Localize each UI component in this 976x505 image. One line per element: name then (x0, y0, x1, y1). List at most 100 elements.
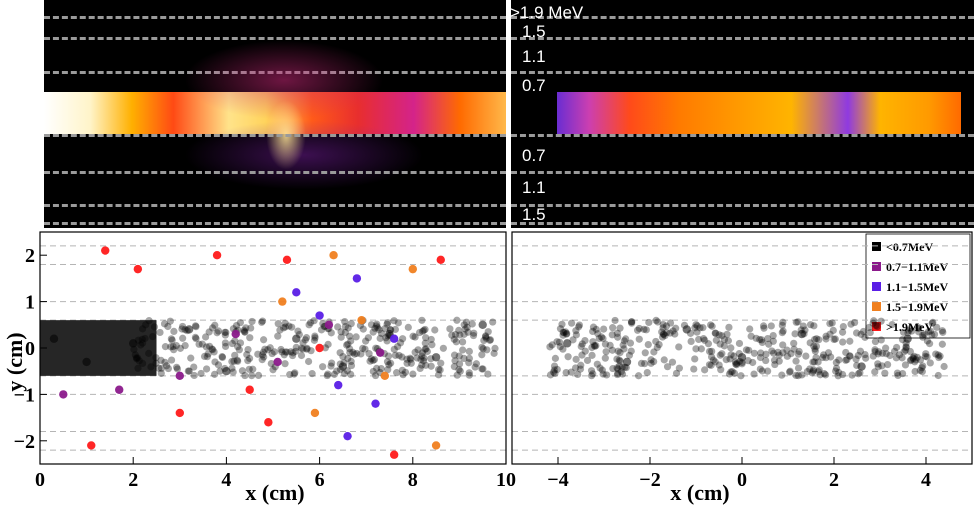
legend: <0.7MeV 0.7−1.1MeV 1.1−1.5MeV 1.5−1.9MeV… (865, 233, 971, 339)
beam-cloud-dot (147, 363, 155, 371)
beam-cloud-dot (770, 356, 779, 364)
beam-cloud-dot (712, 329, 720, 337)
beam-cloud-dot (769, 337, 777, 345)
beam-cloud-dot (559, 331, 567, 339)
beam-cloud-dot (398, 366, 406, 374)
beam-cloud-dot (902, 346, 910, 354)
beam-cloud-dot (431, 326, 439, 334)
beam-cloud-dot (696, 324, 704, 332)
beam-cloud-dot (716, 340, 724, 348)
energy-dashed-line (511, 222, 974, 225)
beam-cloud-dot (138, 325, 147, 333)
beam-cloud-dot (912, 356, 920, 364)
beam-cloud-dot (479, 365, 487, 373)
beam-cloud-dot (480, 336, 488, 345)
beam-cloud-dot (892, 354, 900, 362)
energy-label-1-1-upper: 1.1 (522, 47, 546, 66)
beam-cloud-dot (149, 333, 157, 341)
legend-swatch-1-5-1-9 (872, 302, 881, 311)
beam-cloud-dot (555, 338, 564, 346)
beam-cloud-dot (811, 345, 819, 353)
data-point (324, 320, 334, 329)
beam-cloud-dot (157, 356, 165, 364)
beam-cloud-dot (235, 346, 243, 354)
energy-label-1-5-upper: 1.5 (522, 22, 546, 41)
legend-swatch-0-7-1-1 (872, 262, 881, 271)
beam-cloud-dot (898, 354, 906, 362)
beam-cloud-dot (692, 321, 700, 329)
beam-cloud-dot (407, 359, 415, 367)
beam-cloud-dot (705, 361, 714, 369)
beam-cloud-dot (861, 350, 869, 359)
beam-cloud-dot (774, 348, 782, 356)
beam-cloud-dot (768, 347, 776, 355)
beam-cloud-dot (812, 354, 820, 362)
beam-cloud-dot (909, 354, 917, 362)
beam-cloud-dot (869, 319, 877, 327)
x-tick-label: 2 (829, 469, 839, 491)
beam-cloud-dot (246, 334, 254, 342)
data-point (375, 348, 385, 357)
beam-cloud-dot (826, 330, 834, 338)
beam-cloud-dot (155, 364, 163, 372)
beam-cloud-dot (659, 324, 667, 332)
beam-cloud-dot (925, 340, 934, 348)
energy-label-0-7-lower: 0.7 (522, 146, 546, 165)
beam-cloud-dot (421, 345, 429, 353)
beam-cloud-dot (669, 327, 677, 335)
beam-cloud-dot (744, 357, 752, 365)
beam-cloud-dot (178, 322, 187, 331)
beam-cloud-dot (160, 320, 169, 328)
beam-cloud-dot (869, 352, 877, 360)
beam-cloud-dot (228, 339, 236, 348)
beam-cloud-dot (779, 327, 787, 335)
beam-cloud-dot (922, 350, 930, 358)
beam-cloud-dot (132, 354, 141, 362)
beam-cloud-dot (286, 370, 294, 379)
beam-cloud-dot (233, 356, 241, 364)
beam-cloud-dot (407, 355, 415, 363)
beam-cloud-dot (726, 355, 734, 363)
beam-cloud-dot (359, 344, 367, 352)
beam-cloud-dot (436, 366, 444, 374)
beam-cloud-dot (289, 349, 297, 357)
beam-cloud-dot (591, 342, 599, 350)
beam-cloud-dot (213, 329, 221, 337)
beam-cloud-dot (701, 366, 709, 374)
beam-cloud-dot (652, 316, 660, 325)
beam-cloud-dot (375, 326, 383, 334)
beam-cloud-dot (640, 325, 648, 333)
beam-cloud-dot (267, 359, 275, 368)
beam-cloud-dot (453, 316, 461, 324)
beam-cloud-dot (208, 324, 217, 332)
beam-cloud-dot (814, 368, 823, 376)
beam-cloud-dot (258, 318, 266, 326)
beam-cloud-dot (737, 372, 745, 380)
beam-cloud-dot (666, 319, 675, 327)
beam-cloud-dot (134, 364, 142, 372)
beam-cloud-dot (201, 333, 210, 341)
beam-cloud-dot (428, 341, 436, 349)
data-point (49, 334, 59, 343)
beam-cloud-dot (145, 317, 153, 325)
beam-cloud-dot (626, 339, 635, 347)
data-point (184, 325, 194, 334)
beam-cloud-dot (169, 342, 177, 351)
beam-cloud-dot (387, 359, 395, 367)
beam-cloud-dot (708, 322, 716, 330)
beam-cloud-dot (299, 345, 307, 353)
beam-cloud-dot (564, 353, 572, 361)
beam-cloud-dot (561, 328, 570, 336)
beam-cloud-dot (794, 364, 803, 372)
data-point (87, 441, 96, 450)
beam-cloud-dot (589, 338, 597, 346)
data-point (129, 339, 138, 348)
data-point (133, 264, 143, 274)
beam-cloud-dot (383, 320, 391, 328)
beam-cloud-dot (852, 329, 861, 337)
energy-label-0-7-upper: 0.7 (522, 76, 546, 95)
beam-cloud-dot (319, 363, 327, 371)
beam-cloud-dot (422, 334, 430, 342)
beam-cloud-dot (608, 331, 616, 339)
beam-cloud-dot (281, 323, 289, 331)
